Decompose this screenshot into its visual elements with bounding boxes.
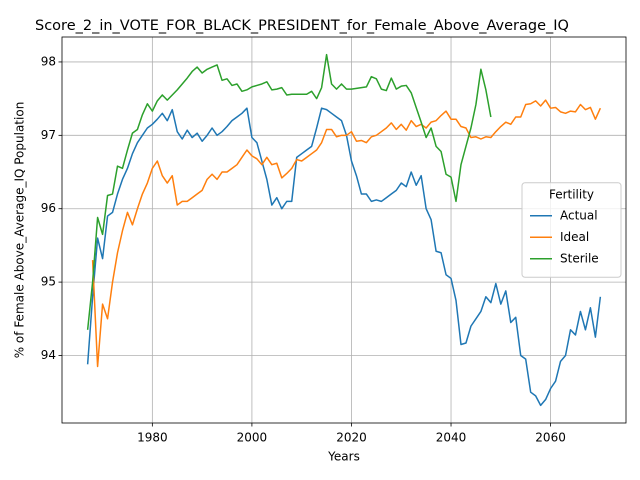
lines (86, 53, 602, 407)
y-tick-label: 95 (41, 275, 56, 289)
legend: Fertility Actual Ideal Sterile (521, 182, 622, 278)
series-line (86, 107, 602, 407)
y-tick-label: 96 (41, 201, 56, 215)
x-tick-label: 2000 (237, 431, 268, 445)
x-tick-label: 2020 (336, 431, 367, 445)
y-tick-label: 98 (41, 54, 56, 68)
y-tick-label: 94 (41, 348, 56, 362)
legend-label: Actual (560, 208, 598, 222)
legend-box (521, 182, 622, 278)
x-tick-label: 1980 (137, 431, 168, 445)
chart-title: Score_2_in_VOTE_FOR_BLACK_PRESIDENT_for_… (35, 18, 569, 34)
y-axis-label: % of Female Above_Average_IQ Population (13, 102, 27, 359)
x-tick-label: 2040 (436, 431, 467, 445)
x-axis-label: Years (327, 450, 360, 464)
y-tick-label: 97 (41, 128, 56, 142)
legend-title: Fertility (549, 187, 594, 201)
series-line (91, 99, 602, 368)
legend-label: Ideal (560, 230, 589, 244)
legend-label: Sterile (560, 251, 599, 265)
series-line (86, 53, 492, 330)
x-tick-label: 2060 (535, 431, 566, 445)
plot-frame (61, 36, 627, 424)
